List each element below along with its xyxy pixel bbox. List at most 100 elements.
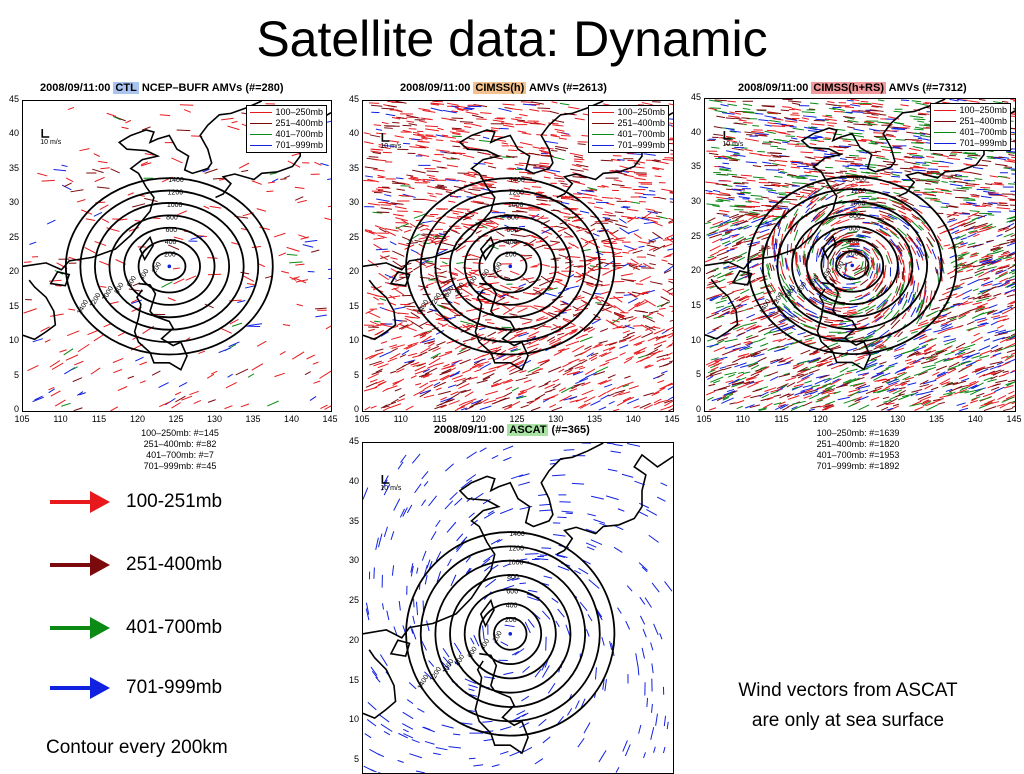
x-tick-label: 140	[280, 414, 304, 424]
y-tick-label: 25	[5, 232, 19, 242]
arrow-legend-701-999: 701-999mb	[48, 674, 222, 702]
arrow-darkred-icon	[48, 551, 112, 579]
panel-ctl-tag: CTL	[113, 82, 138, 94]
contour-label: 1400	[417, 674, 431, 691]
x-tick-label: 135	[925, 414, 949, 424]
contour-label: 1200	[509, 190, 525, 197]
contour-label: 800	[507, 214, 519, 221]
y-tick-label: 30	[345, 555, 359, 565]
y-tick-label: 30	[687, 196, 701, 206]
y-tick-label: 30	[345, 197, 359, 207]
plot-legend-entry: 701–999mb	[934, 138, 1007, 149]
plot-legend-entry: 100–250mb	[250, 107, 323, 118]
y-tick-label: 10	[345, 335, 359, 345]
plot-legend-entry: 401–700mb	[592, 129, 665, 140]
ascat-note: Wind vectors from ASCAT are only at sea …	[700, 676, 996, 736]
x-tick-label: 145	[1002, 414, 1024, 424]
x-tick-label: 145	[318, 414, 342, 424]
arrow-legend-100-251: 100-251mb	[48, 488, 222, 516]
y-tick-label: 20	[687, 265, 701, 275]
plot-legend-entry: 701–999mb	[592, 140, 665, 151]
contour-label: 1000	[850, 201, 866, 208]
contour-label: 1000	[442, 658, 456, 675]
y-tick-label: 5	[345, 370, 359, 380]
x-tick-label: 135	[583, 414, 607, 424]
y-tick-label: 0	[687, 404, 701, 414]
contour-label: 400	[165, 239, 177, 246]
x-tick-label: 145	[660, 414, 684, 424]
y-tick-label: 25	[345, 595, 359, 605]
y-tick-label: 25	[345, 232, 359, 242]
y-tick-label: 20	[5, 266, 19, 276]
y-tick-label: 35	[345, 163, 359, 173]
plot-legend-entry: 251–400mb	[250, 118, 323, 129]
contour-label: 800	[454, 654, 466, 668]
plot-legend-entry: 401–700mb	[934, 127, 1007, 138]
arrow-red-icon	[48, 488, 112, 516]
y-tick-label: 5	[5, 370, 19, 380]
scale-label: 10 m/s	[380, 143, 401, 150]
contour-label: 800	[507, 574, 519, 581]
x-tick-label: 130	[886, 414, 910, 424]
contour-label: 400	[139, 268, 151, 282]
contour-label: 1200	[429, 666, 443, 683]
plot-legend-entry: 251–400mb	[592, 118, 665, 129]
contour-label: 800	[849, 213, 861, 220]
contour-label: 200	[847, 251, 859, 258]
y-tick-label: 5	[345, 754, 359, 764]
typhoon-center	[508, 632, 512, 636]
x-tick-label: 110	[49, 414, 73, 424]
contour-label: 800	[454, 282, 466, 296]
contour-label: 1000	[508, 560, 524, 567]
contour-label: 400	[479, 638, 491, 652]
arrow-legend-251-400: 251-400mb	[48, 551, 222, 579]
y-tick-label: 35	[5, 163, 19, 173]
y-tick-label: 0	[345, 404, 359, 414]
arrow-green-icon	[48, 614, 112, 642]
slide-title: Satellite data: Dynamic	[0, 10, 1024, 68]
y-tick-label: 45	[5, 94, 19, 104]
contour-label: 1200	[771, 291, 785, 308]
x-tick-label: 120	[466, 414, 490, 424]
contour-label: 1000	[442, 285, 456, 302]
y-tick-label: 25	[687, 231, 701, 241]
panel-ascat-tag: ASCAT	[507, 424, 548, 436]
scale-label: 10 m/s	[380, 485, 401, 492]
x-tick-label: 120	[808, 414, 832, 424]
y-tick-label: 45	[345, 436, 359, 446]
y-tick-label: 45	[687, 92, 701, 102]
y-tick-label: 35	[687, 161, 701, 171]
contour-note: Contour every 200km	[46, 737, 228, 759]
distance-contours: 2002004004006006008008001000100012001200…	[406, 531, 614, 736]
plot-legend-entry: 100–250mb	[592, 107, 665, 118]
x-tick-label: 110	[731, 414, 755, 424]
x-tick-label: 115	[87, 414, 111, 424]
y-tick-label: 15	[345, 675, 359, 685]
y-tick-label: 20	[345, 635, 359, 645]
contour-label: 800	[796, 281, 808, 295]
arrow-legend-label: 100-251mb	[126, 491, 222, 513]
contour-label: 600	[506, 588, 518, 595]
contour-label: 200	[505, 252, 517, 259]
y-tick-label: 20	[345, 266, 359, 276]
x-tick-label: 140	[963, 414, 987, 424]
panel-cimss-hrs-tag: CIMSS(h+RS)	[811, 82, 886, 94]
panel-ctl-title: 2008/09/11:00 CTL NCEP–BUFR AMVs (#=280)	[40, 82, 284, 94]
x-tick-label: 125	[847, 414, 871, 424]
y-tick-label: 10	[687, 335, 701, 345]
y-tick-label: 40	[687, 127, 701, 137]
panel-cimss-hrs-title: 2008/09/11:00 CIMSS(h+RS) AMVs (#=7312)	[738, 82, 967, 94]
x-tick-label: 110	[389, 414, 413, 424]
contour-label: 1200	[509, 545, 525, 552]
contour-label: 1400	[417, 299, 431, 316]
contour-label: 600	[848, 226, 860, 233]
contour-label: 1400	[76, 299, 90, 316]
contour-label: 1000	[508, 202, 524, 209]
arrow-blue-icon	[48, 674, 112, 702]
